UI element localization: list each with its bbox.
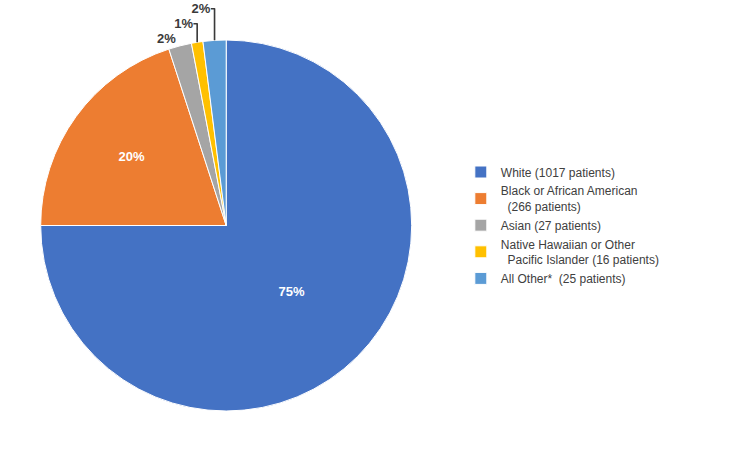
svg-text:All Other* (25 patients): All Other* (25 patients)	[501, 272, 626, 286]
svg-text:Black or African American (26: Black or African American (266 patients)	[501, 184, 638, 214]
svg-text:1%: 1%	[174, 16, 193, 31]
svg-text:20%: 20%	[118, 149, 144, 164]
svg-text:Asian (27 patients): Asian (27 patients)	[501, 219, 601, 233]
svg-text:White (1017 patients): White (1017 patients)	[501, 166, 615, 180]
svg-text:2%: 2%	[192, 1, 211, 16]
svg-text:75%: 75%	[279, 284, 305, 299]
svg-text:2%: 2%	[157, 31, 176, 46]
svg-text:Native Hawaiian or Other Paci: Native Hawaiian or Other Pacific Islande…	[501, 238, 659, 268]
